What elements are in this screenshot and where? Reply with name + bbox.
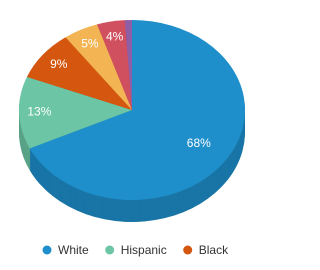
slice [65,24,132,110]
slice-label: 9% [50,57,68,71]
chart: 68% 13% 9% 5% 4% White Hispanic Black [19,20,246,257]
slice [97,20,132,110]
slice-label: 13% [27,104,51,118]
slice [19,76,133,149]
legend-label: Hispanic [121,243,167,257]
slice-label: 68% [187,136,211,150]
slice [26,37,132,110]
legend-marker [183,245,193,255]
slice [124,20,132,110]
slice-label: 5% [81,36,99,50]
slice-label: 4% [106,30,124,44]
legend-marker [42,245,52,255]
legend-marker [105,245,115,255]
slice [29,20,246,200]
legend-label: Black [199,243,229,257]
legend-label: White [58,243,89,257]
